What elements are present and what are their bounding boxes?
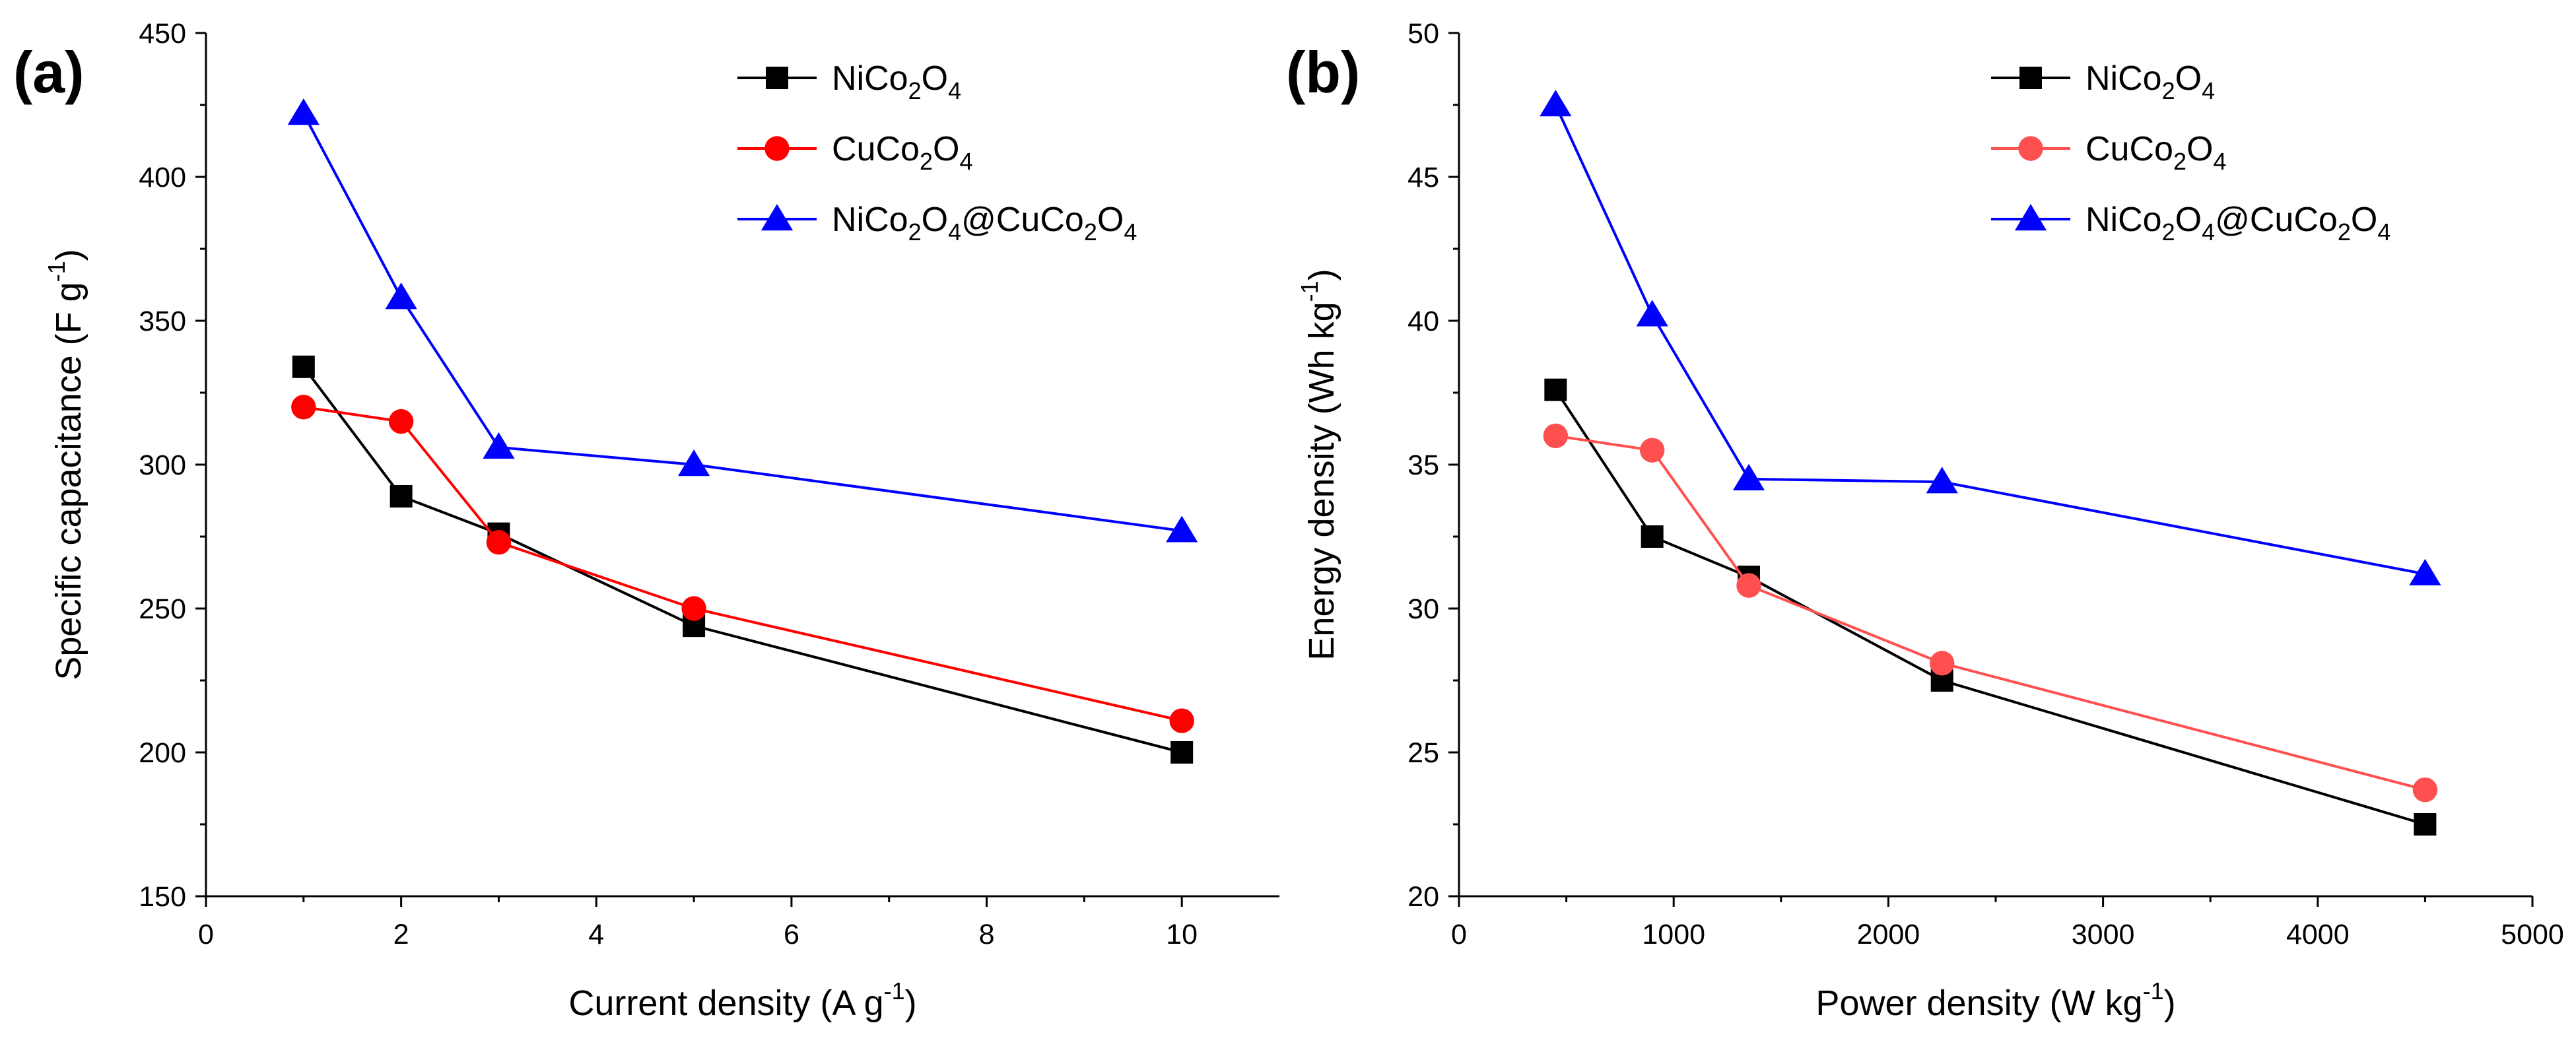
x-tick-label: 5000: [2501, 919, 2564, 950]
x-tick-label: 6: [784, 919, 799, 950]
data-point: [681, 596, 706, 621]
legend-entry: NiCo2O4@CuCo2O4: [1991, 201, 2390, 246]
legend-label: NiCo2O4: [832, 59, 961, 104]
data-point: [677, 449, 710, 477]
legend-label: NiCo2O4: [2085, 59, 2215, 104]
data-point: [1166, 515, 1198, 543]
panel-label: (b): [1286, 40, 1360, 105]
x-axis-title: Current density (A g-1): [568, 977, 916, 1023]
x-tick-label: 4000: [2286, 919, 2350, 950]
legend-entry: NiCo2O4: [1991, 59, 2215, 104]
y-tick-label: 35: [1407, 449, 1439, 481]
data-point: [486, 530, 512, 555]
legend-label: NiCo2O4@CuCo2O4: [832, 201, 1137, 246]
series-line: [1555, 434, 2425, 791]
y-tick-label: 300: [139, 449, 186, 481]
data-point: [2409, 558, 2441, 585]
data-point: [1544, 378, 1567, 401]
legend-label: CuCo2O4: [2085, 130, 2226, 175]
data-point: [1543, 423, 1569, 449]
series-NiCo2O4@CuCo2O4: [287, 98, 1198, 543]
legend-entry: CuCo2O4: [737, 130, 972, 175]
data-point: [1636, 300, 1668, 327]
series-line: [302, 113, 1182, 533]
y-tick-label: 450: [139, 18, 186, 49]
data-point: [2412, 777, 2438, 803]
legend-label: NiCo2O4@CuCo2O4: [2085, 201, 2390, 246]
legend-entry: NiCo2O4@CuCo2O4: [737, 201, 1137, 246]
x-tick-label: 8: [979, 919, 995, 950]
y-tick-label: 30: [1407, 593, 1439, 625]
data-point: [1169, 708, 1194, 733]
data-point: [385, 282, 417, 310]
chart-panel-b: (b) 0 1000 2000 3000 4000 5000 20 25 30 35 40 45 50 Po…: [1286, 18, 2564, 1023]
data-point: [1639, 438, 1665, 463]
y-tick-label: 250: [139, 593, 186, 625]
x-tick-label: 3000: [2072, 919, 2135, 950]
y-tick-label: 45: [1407, 162, 1439, 193]
series-NiCo2O4@CuCo2O4: [1540, 90, 2441, 585]
x-axis-title: Power density (W kg-1): [1815, 977, 2175, 1023]
panel-label: (a): [13, 40, 85, 105]
data-point: [483, 432, 515, 459]
data-point: [287, 98, 320, 125]
y-axis-title: Specific capacitance (F g-1): [43, 249, 88, 680]
y-tick-label: 20: [1407, 881, 1439, 913]
data-point: [1926, 467, 1958, 494]
x-tick-label: 0: [198, 919, 214, 950]
series-line: [1554, 104, 2425, 576]
legend-marker: [761, 204, 794, 231]
series-NiCo2O4: [292, 355, 1194, 764]
series-line: [302, 366, 1182, 754]
data-point: [1641, 525, 1664, 548]
data-point: [292, 355, 315, 378]
legend-marker: [764, 136, 790, 161]
data-point: [388, 409, 414, 434]
series-NiCo2O4: [1544, 378, 2437, 836]
series-CuCo2O4: [291, 395, 1194, 733]
legend-entry: NiCo2O4: [737, 59, 961, 104]
data-point: [1736, 573, 1761, 598]
x-tick-label: 2000: [1857, 919, 1920, 950]
y-tick-label: 40: [1407, 306, 1439, 337]
x-tick-label: 0: [1451, 919, 1467, 950]
data-point: [1540, 90, 1572, 117]
series-CuCo2O4: [1543, 423, 2438, 803]
y-tick-label: 50: [1407, 18, 1439, 49]
legend-marker: [2018, 136, 2043, 161]
series-line: [1554, 389, 2425, 826]
data-point: [1930, 651, 1955, 676]
x-tick-label: 2: [393, 919, 409, 950]
y-tick-label: 200: [139, 737, 186, 769]
y-tick-label: 150: [139, 881, 186, 913]
data-point: [1170, 741, 1194, 764]
y-tick-label: 350: [139, 306, 186, 337]
x-tick-label: 10: [1166, 919, 1198, 950]
data-point: [390, 484, 413, 508]
data-point: [291, 395, 316, 420]
legend-label: CuCo2O4: [832, 130, 972, 175]
data-point: [2414, 813, 2437, 836]
x-tick-label: 4: [588, 919, 604, 950]
x-tick-label: 1000: [1642, 919, 1705, 950]
y-tick-label: 25: [1407, 737, 1439, 769]
legend-marker: [766, 67, 788, 89]
series-line: [303, 405, 1182, 722]
y-tick-label: 400: [139, 162, 186, 193]
data-point: [1732, 463, 1765, 491]
y-axis-title: Energy density (Wh kg-1): [1296, 269, 1341, 660]
chart-panel-a: (a) 0 2 4 6 8 10 150 200 250 300 350 400 450 Current d…: [13, 18, 1279, 1023]
legend-marker: [2014, 204, 2047, 231]
legend-entry: CuCo2O4: [1991, 130, 2226, 175]
legend-marker: [2019, 67, 2042, 89]
